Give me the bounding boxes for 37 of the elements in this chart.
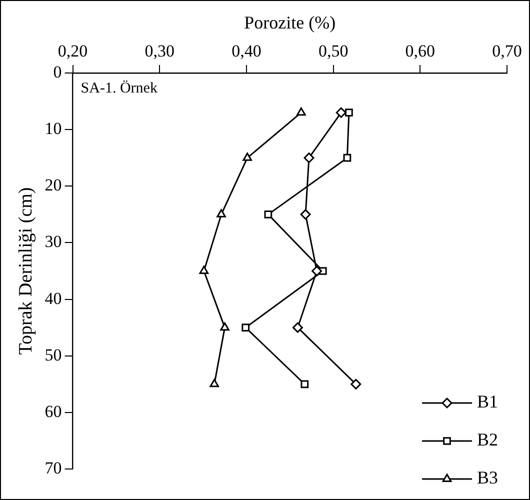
y-tick-label: 10 (44, 119, 62, 138)
y-tick-label: 0 (53, 62, 62, 82)
y-tick-label: 70 (44, 458, 62, 478)
legend-label: B1 (477, 392, 498, 412)
x-tick-label: 0,60 (405, 41, 436, 60)
x-tick-label: 0,70 (492, 41, 522, 60)
point (199, 266, 209, 274)
point (304, 152, 314, 164)
x-tick-label: 0,30 (144, 41, 175, 60)
point (343, 154, 352, 162)
y-tick-label: 50 (44, 345, 62, 364)
y-tick-label: 40 (44, 288, 62, 308)
point (336, 107, 346, 118)
point (300, 380, 309, 388)
point (296, 107, 306, 116)
y-tick-label: 30 (44, 232, 62, 252)
point (264, 210, 272, 218)
y-axis-title: Toprak Derinliği (cm) (15, 187, 36, 355)
point (216, 209, 226, 218)
point (345, 108, 353, 117)
legend-label: B2 (477, 430, 498, 450)
y-tick-label: 60 (44, 402, 62, 421)
point (242, 152, 252, 161)
point (350, 378, 362, 390)
point (292, 322, 303, 333)
legend-label: B3 (477, 468, 498, 488)
x-tick-label: 0,50 (318, 41, 348, 60)
point (300, 209, 311, 220)
point (220, 322, 230, 331)
y-tick-label: 20 (44, 176, 62, 195)
x-axis-title: Porozite (%) (244, 12, 336, 33)
point (210, 378, 219, 388)
x-tick-label: 0,40 (232, 41, 262, 60)
point (312, 266, 322, 276)
x-tick-label: 0,20 (58, 41, 88, 60)
point (242, 324, 250, 332)
annotation: SA-1. Örnek (80, 79, 158, 96)
